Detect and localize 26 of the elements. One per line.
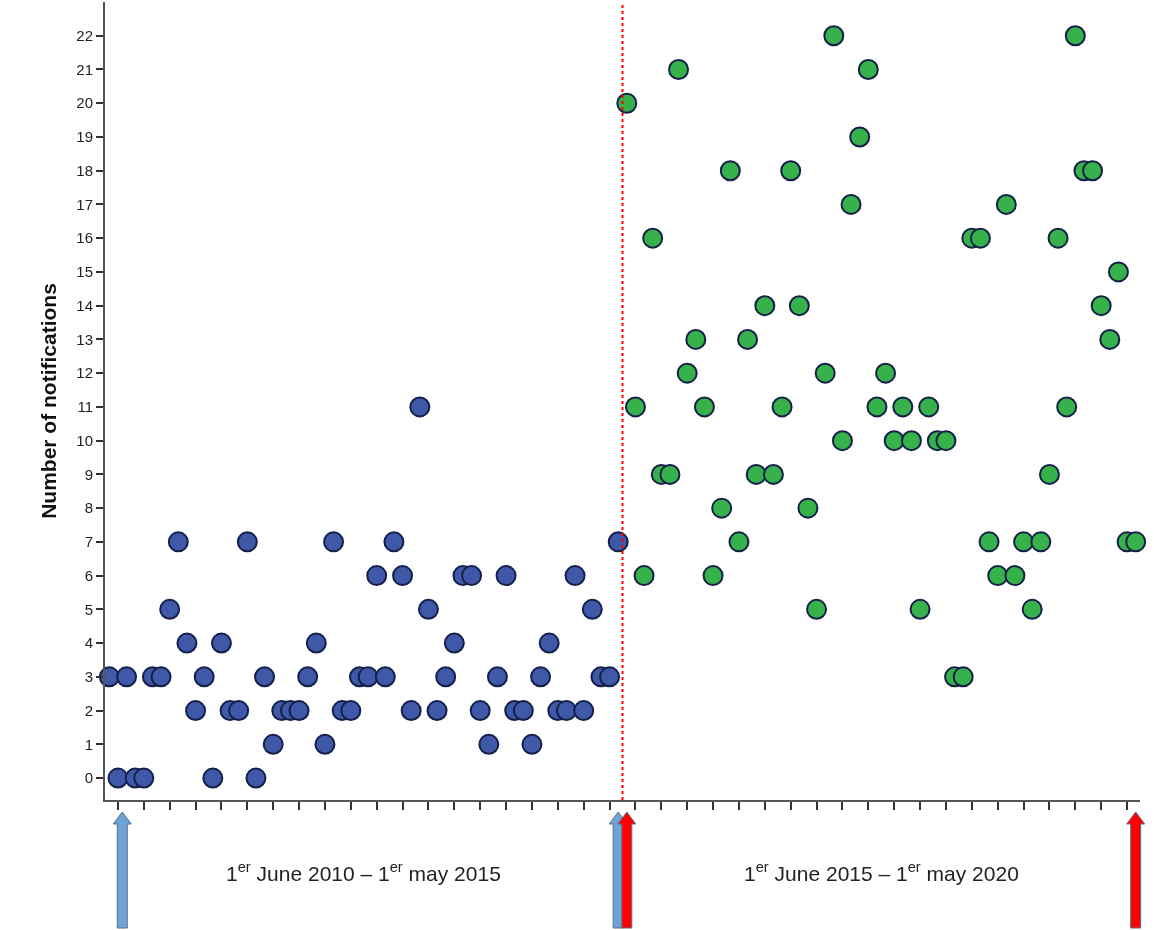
y-tick-label: 20 <box>76 94 93 112</box>
y-tick-label: 18 <box>76 161 93 179</box>
y-tick-label: 2 <box>84 701 93 719</box>
y-tick-label: 0 <box>84 769 93 787</box>
y-tick-label: 4 <box>84 634 93 652</box>
y-tick-label: 15 <box>76 263 93 281</box>
y-tick-label: 8 <box>84 499 93 517</box>
y-tick-label: 1 <box>84 735 93 753</box>
y-tick-label: 3 <box>84 668 93 686</box>
y-tick-label: 12 <box>76 364 93 382</box>
text: 1$^{er}$ June 2010 – 1$^{er}$ may 2015 <box>226 859 501 885</box>
y-tick-label: 14 <box>76 296 93 314</box>
y-tick-label: 21 <box>76 60 93 78</box>
y-axis-title: Number of notifications <box>36 283 60 519</box>
y-tick-label: 11 <box>77 398 93 416</box>
y-tick-label: 5 <box>84 600 93 618</box>
text: 1$^{er}$ June 2015 – 1$^{er}$ may 2020 <box>744 859 1019 885</box>
y-tick-label: 13 <box>76 330 93 348</box>
y-tick-label: 16 <box>76 229 93 247</box>
y-tick-label: 22 <box>76 26 93 44</box>
y-tick-label: 10 <box>76 431 93 449</box>
y-tick-label: 7 <box>84 533 93 551</box>
y-tick-label: 9 <box>84 465 93 483</box>
y-tick-label: 19 <box>76 128 93 146</box>
y-tick-label: 17 <box>76 195 93 213</box>
y-tick-label: 6 <box>84 566 93 584</box>
